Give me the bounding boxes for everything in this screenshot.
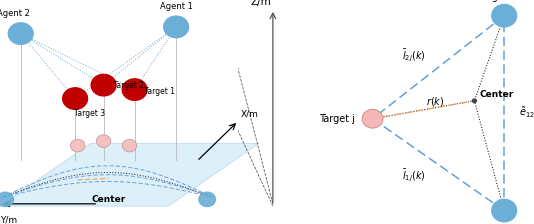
Text: $\tilde{e}_{12}(k)$: $\tilde{e}_{12}(k)$ [519,106,534,120]
Circle shape [70,139,85,152]
Text: X/m: X/m [241,110,259,119]
Text: Center: Center [480,90,514,99]
Text: Agent 2: Agent 2 [485,0,523,2]
Circle shape [9,23,33,44]
Text: Target 1: Target 1 [144,87,175,96]
Text: Target 3: Target 3 [74,109,105,118]
Text: Center: Center [92,195,126,204]
Text: Y/m: Y/m [0,215,17,224]
Text: Agent 1: Agent 1 [160,2,193,11]
Circle shape [0,192,13,207]
Circle shape [91,74,116,96]
Text: Target j: Target j [319,114,355,124]
Text: Agent 2: Agent 2 [0,9,29,18]
Circle shape [362,109,383,128]
Circle shape [122,139,137,152]
Text: $\bar{l}_{2j}(k)$: $\bar{l}_{2j}(k)$ [402,48,426,64]
Circle shape [122,79,147,100]
Circle shape [62,88,88,109]
Circle shape [473,99,476,103]
Circle shape [492,4,516,27]
Circle shape [96,135,111,147]
Circle shape [164,16,189,38]
Circle shape [199,192,216,207]
Text: $\bar{l}_{1j}(k)$: $\bar{l}_{1j}(k)$ [402,168,426,184]
Text: Z/m: Z/m [250,0,271,7]
Circle shape [492,199,516,222]
Polygon shape [0,143,259,206]
Text: $r(k)$: $r(k)$ [426,95,444,108]
Text: Target 2: Target 2 [113,81,144,90]
